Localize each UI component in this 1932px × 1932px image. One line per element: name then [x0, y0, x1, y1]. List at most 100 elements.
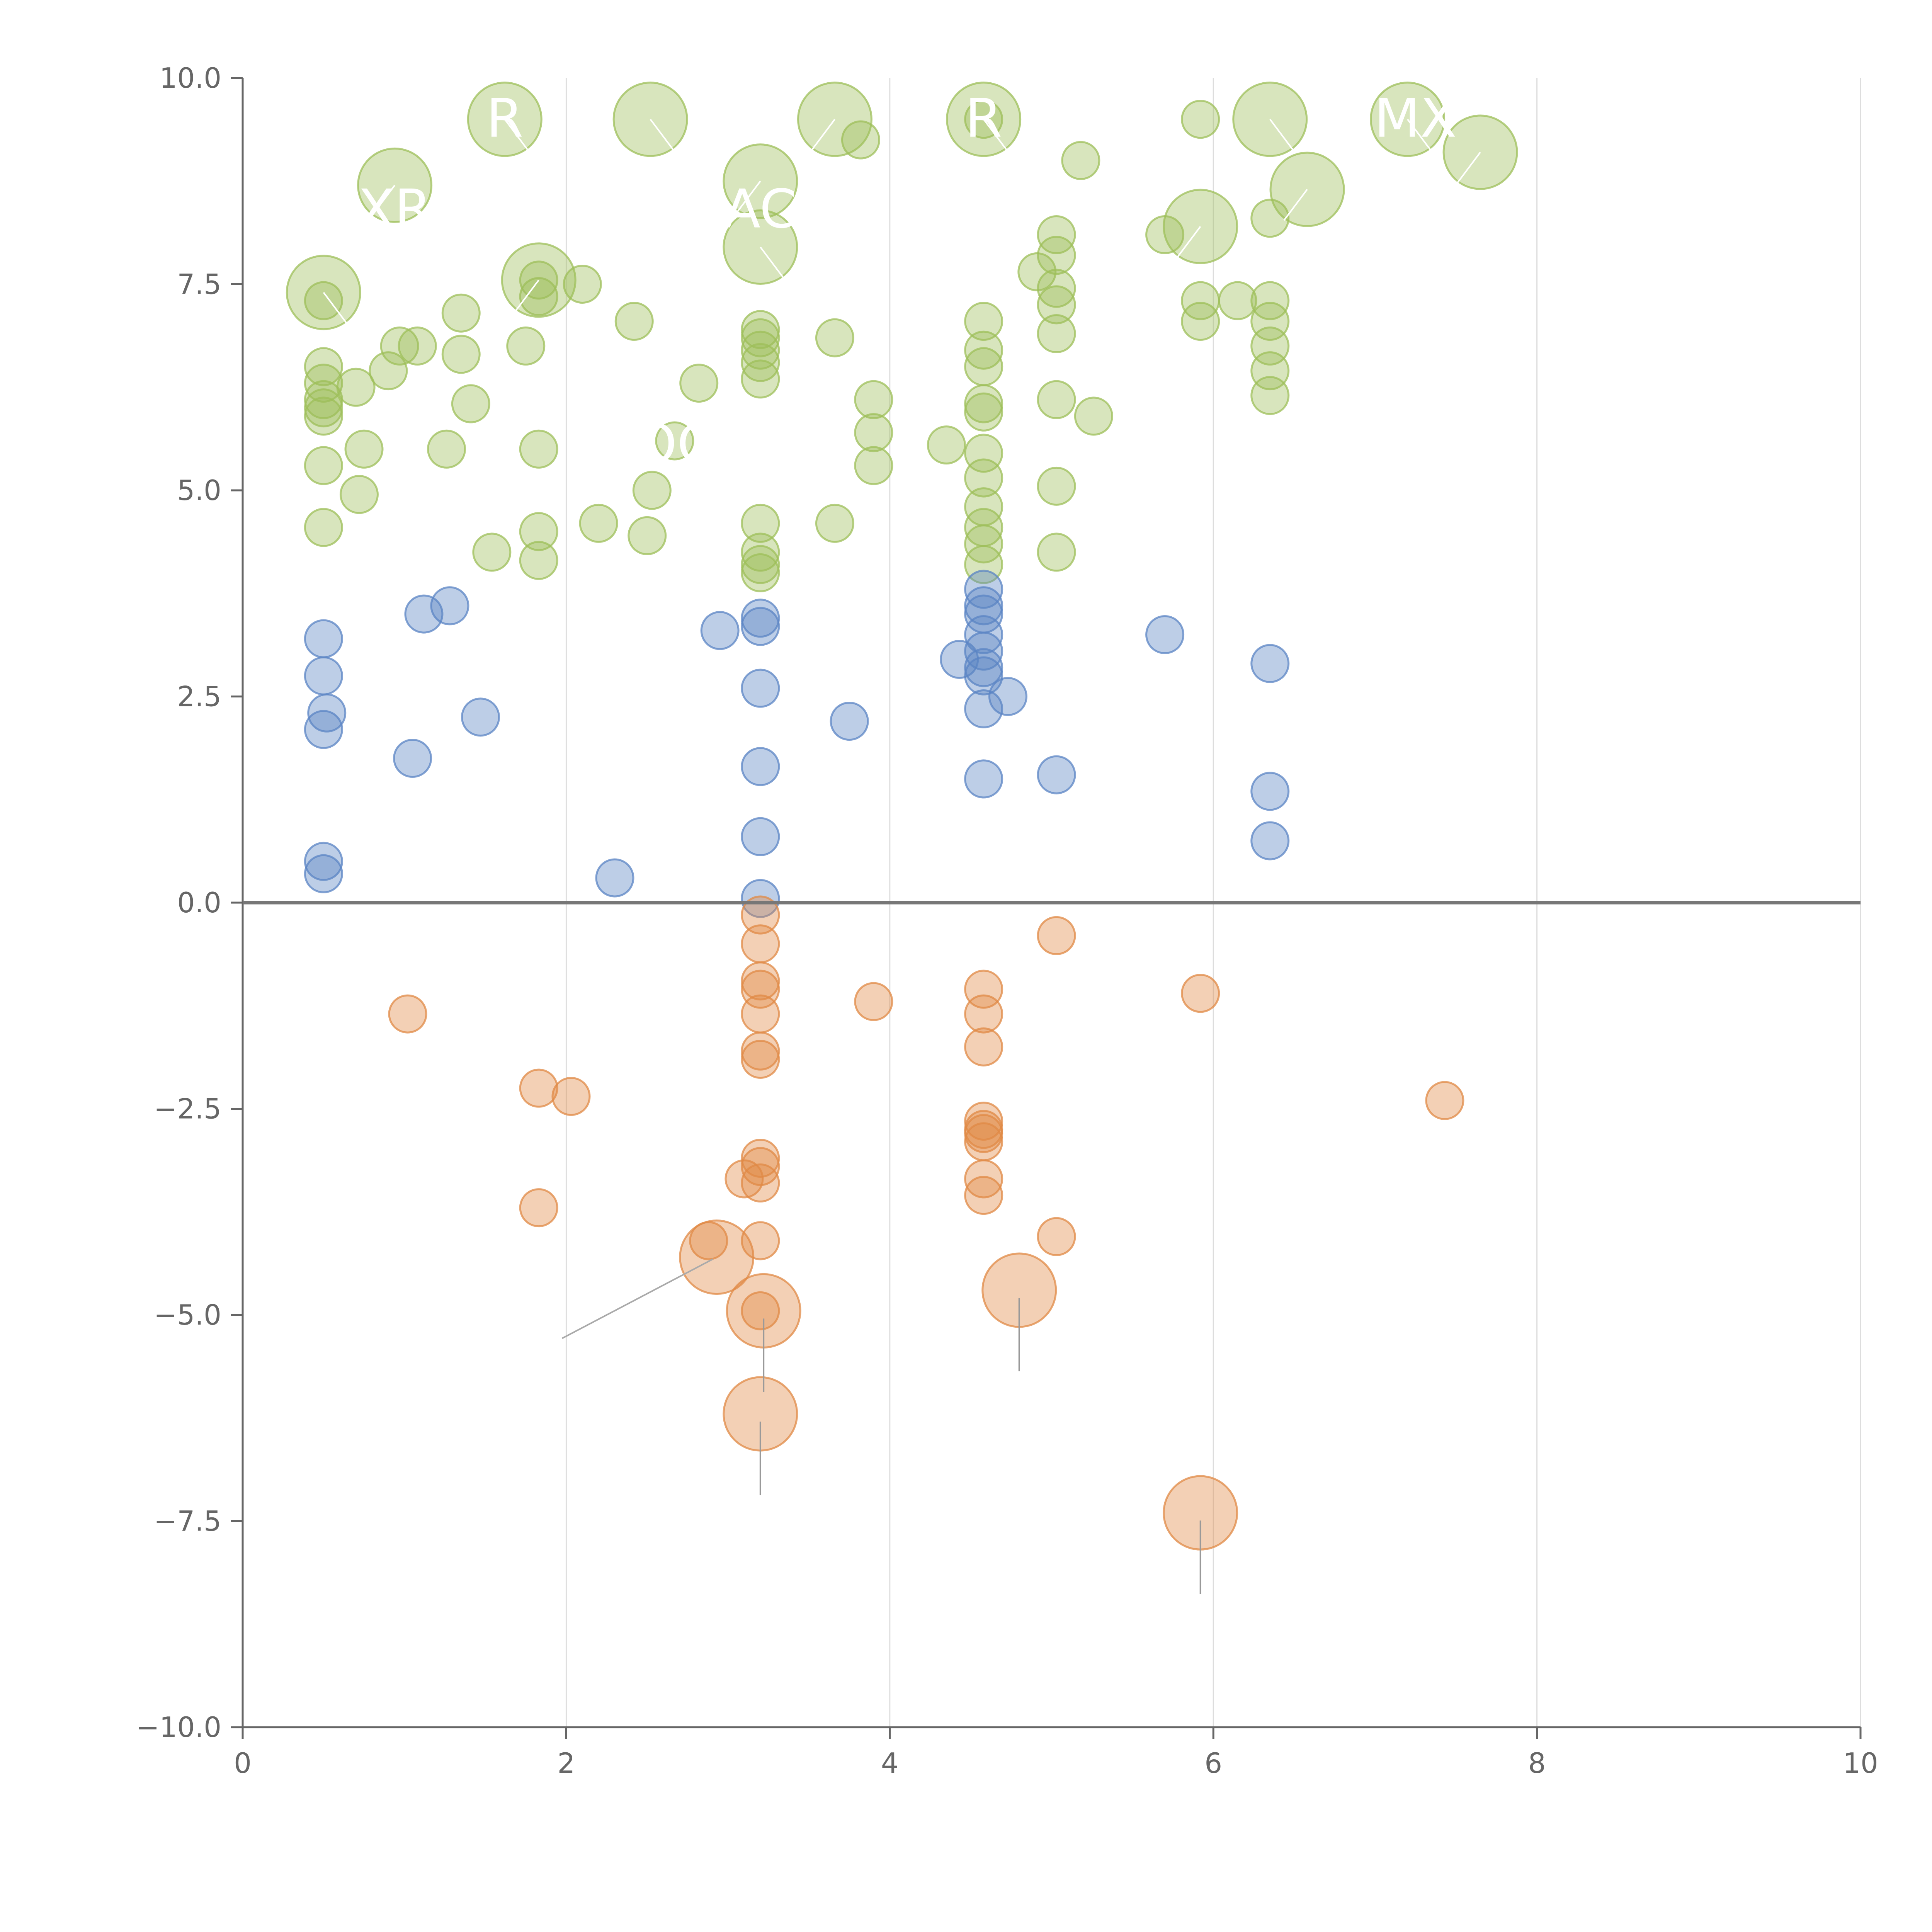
- blue-point: [741, 747, 780, 786]
- green-point: [441, 335, 481, 374]
- blue-point: [595, 858, 634, 898]
- blue-point: [1145, 615, 1185, 654]
- blue-point: [1250, 644, 1290, 683]
- annotation-label: XR: [358, 178, 431, 240]
- leader-lines: [323, 119, 1481, 1594]
- annotation-label: R: [486, 87, 523, 150]
- blue-point: [461, 697, 500, 737]
- orange-point: [854, 982, 893, 1021]
- blue-point: [404, 594, 444, 634]
- green-point: [741, 330, 780, 370]
- blue-point: [940, 639, 979, 679]
- green-point: [964, 458, 1003, 498]
- green-point: [741, 503, 780, 543]
- green-point: [304, 281, 343, 320]
- leader-line: [1269, 119, 1294, 151]
- leader-line: [760, 247, 784, 279]
- green-point: [1250, 376, 1290, 415]
- green-point: [854, 446, 893, 485]
- leader-line: [650, 119, 674, 151]
- green-point: [741, 532, 780, 572]
- green-point: [1037, 236, 1076, 275]
- green-point: [1037, 314, 1076, 354]
- blue-point: [307, 693, 347, 733]
- y-tick-label: 5.0: [177, 474, 221, 507]
- green-point: [964, 330, 1003, 370]
- orange-point: [741, 994, 780, 1034]
- y-tick-label: −7.5: [154, 1505, 221, 1537]
- green-point: [964, 392, 1003, 432]
- orange-point: [741, 1031, 780, 1071]
- green-point: [964, 384, 1003, 423]
- leader-line: [811, 119, 836, 151]
- x-tick-label: 8: [1528, 1747, 1546, 1779]
- leader-line: [371, 185, 396, 217]
- leader-line: [1407, 119, 1432, 151]
- leader-line: [561, 1258, 713, 1339]
- green-point: [964, 302, 1003, 341]
- blue-point: [741, 879, 780, 918]
- green-point: [1017, 252, 1057, 291]
- green-point: [398, 327, 437, 366]
- green-point: [854, 413, 893, 452]
- blue-point: [304, 854, 343, 893]
- blue-point: [964, 759, 1003, 799]
- blue-point: [1250, 772, 1290, 811]
- blue-point: [741, 817, 780, 856]
- orange-point: [388, 994, 427, 1034]
- green-point: [506, 327, 546, 366]
- blue-point: [304, 619, 343, 658]
- blue-point: [741, 599, 780, 638]
- y-tick-label: 0.0: [177, 886, 221, 919]
- orange-point: [724, 1159, 764, 1199]
- annotation-label: OC: [635, 413, 714, 475]
- orange-point: [964, 1176, 1003, 1215]
- orange-point: [551, 1077, 591, 1116]
- green-point: [1037, 532, 1076, 572]
- orange-point: [741, 924, 780, 964]
- y-tick-label: −10.0: [136, 1711, 221, 1743]
- green-point: [1037, 380, 1076, 419]
- orange-point: [964, 1114, 1003, 1153]
- green-point: [1037, 215, 1076, 254]
- green-point: [927, 425, 966, 465]
- orange-large-point: [679, 1219, 755, 1295]
- green-point: [1037, 466, 1076, 506]
- green-point: [369, 351, 408, 391]
- orange-point: [964, 1159, 1003, 1199]
- y-tick-label: 2.5: [177, 680, 221, 713]
- green-point: [1037, 285, 1076, 325]
- green-point: [741, 553, 780, 592]
- orange-point: [964, 994, 1003, 1034]
- x-tick-label: 2: [557, 1747, 575, 1779]
- green-large-point: [1269, 151, 1345, 227]
- green-point: [1181, 302, 1220, 341]
- y-tick-label: −5.0: [154, 1299, 221, 1331]
- green-point: [339, 475, 379, 514]
- orange-point: [519, 1188, 558, 1228]
- blue-point: [741, 607, 780, 646]
- green-point: [741, 545, 780, 584]
- blue-point: [964, 689, 1003, 729]
- blue-point: [964, 586, 1003, 626]
- green-point: [655, 421, 694, 461]
- orange-point: [741, 1039, 780, 1079]
- green-point: [1074, 396, 1113, 436]
- x-tick-label: 0: [234, 1747, 252, 1779]
- green-point: [854, 380, 893, 419]
- axes: 0 2 4 6 8 10 10.0 7.5 5.0 2.5 0.0 −2.5 −5.0 −7.5 −10.0: [136, 62, 1878, 1779]
- x-tick-label: 10: [1843, 1747, 1878, 1779]
- y-tick-label: −2.5: [154, 1093, 221, 1125]
- blue-point: [964, 615, 1003, 654]
- green-point: [579, 503, 618, 543]
- green-point: [519, 277, 558, 316]
- blue-point: [964, 648, 1003, 687]
- blue-point: [304, 842, 343, 881]
- green-point: [1181, 100, 1220, 139]
- green-point: [964, 347, 1003, 386]
- leader-line: [504, 119, 529, 151]
- green-point: [336, 367, 376, 407]
- green-point: [472, 532, 512, 572]
- leader-line: [736, 180, 761, 213]
